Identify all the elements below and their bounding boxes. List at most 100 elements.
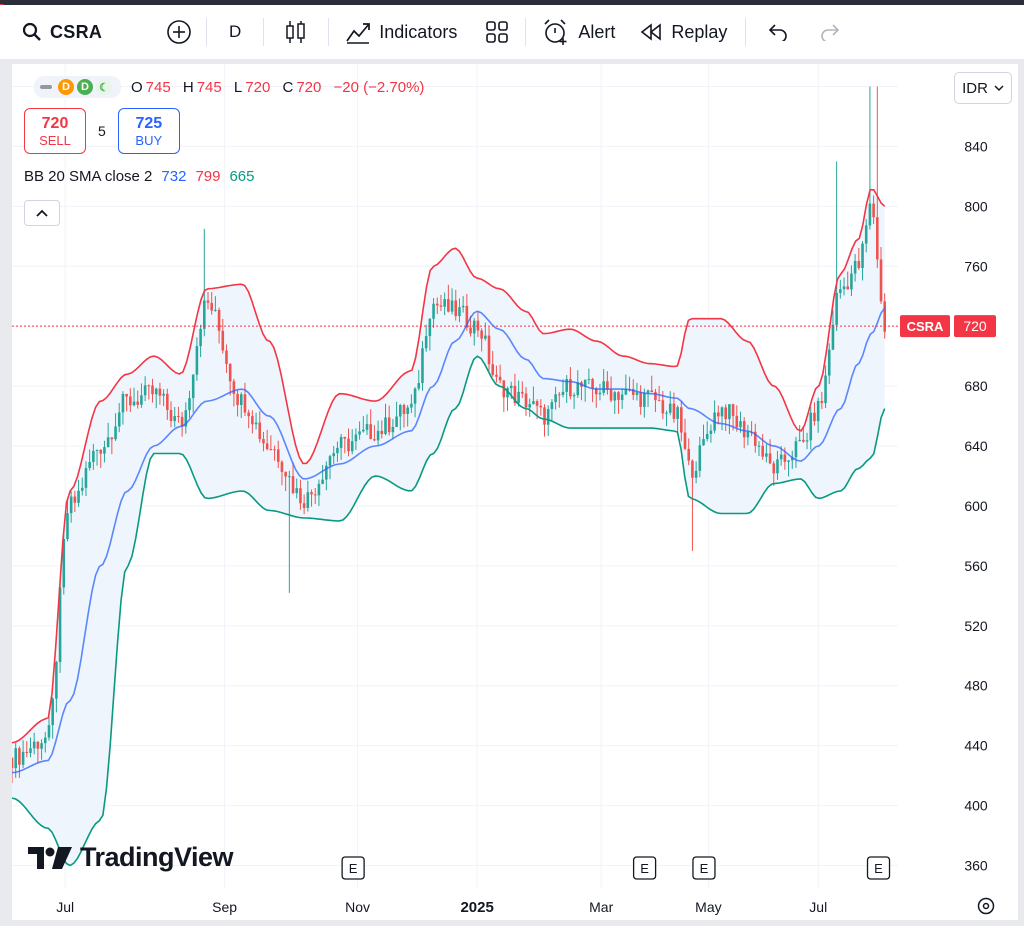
candle-body-up <box>288 476 291 478</box>
candle-body-down <box>661 400 665 414</box>
candle-body-down <box>206 300 210 303</box>
candle-body-down <box>513 385 517 404</box>
earnings-marker[interactable] <box>866 856 891 880</box>
delay-d-icon: D <box>58 79 74 95</box>
alert-button[interactable]: Alert <box>526 5 627 59</box>
candle-body-down <box>731 404 735 416</box>
candle-body-up <box>528 404 532 408</box>
candle-body-up <box>790 457 794 461</box>
tradingview-logo[interactable]: TradingView <box>28 842 234 873</box>
indicators-button[interactable]: Indicators <box>329 5 469 59</box>
grid-icon <box>486 21 509 43</box>
toolbar-separator <box>206 18 207 46</box>
candle-body-up <box>572 395 576 397</box>
candle-body-up <box>484 335 487 339</box>
candle-body-up <box>831 324 835 350</box>
candle-body-down <box>879 259 883 302</box>
bb-upper-value: 799 <box>195 168 221 185</box>
chart-pane[interactable]: 3604004404805205606006406807207608008408… <box>12 64 1018 920</box>
change-value: −20 (−2.70%) <box>333 78 425 96</box>
earnings-marker-label: E <box>349 861 358 876</box>
candle-body-up <box>84 468 88 488</box>
collapse-legend-button[interactable] <box>24 200 60 226</box>
candle-body-down <box>783 454 787 462</box>
price-chart[interactable]: 3604004404805205606006406807207608008408… <box>12 64 1018 920</box>
top-toolbar: CSRA D Indicators Alert Replay <box>0 5 1024 59</box>
candle-body-up <box>80 487 84 491</box>
candle-body-up <box>117 412 121 427</box>
time-axis-label: 2025 <box>460 899 493 916</box>
candle-body-down <box>476 320 480 331</box>
candle-body-up <box>613 392 617 401</box>
candle-body-down <box>883 301 887 332</box>
candles-icon <box>286 21 306 43</box>
candle-body-up <box>417 383 421 389</box>
bb-basis-value: 732 <box>161 168 187 185</box>
earnings-marker[interactable] <box>341 856 365 880</box>
sell-button[interactable]: 720 SELL <box>24 108 86 154</box>
candle-body-up <box>779 454 783 460</box>
earnings-marker[interactable] <box>632 856 657 880</box>
redo-button[interactable] <box>808 5 854 59</box>
bb-lower-line <box>12 355 886 867</box>
candle-body-down <box>158 388 162 396</box>
candle-body-up <box>643 392 646 407</box>
buy-button[interactable]: 725 BUY <box>117 108 180 154</box>
candle-body-up <box>358 431 361 435</box>
window-top-strip <box>0 0 1024 5</box>
candle-body-up <box>47 725 51 738</box>
candle-body-down <box>36 741 40 749</box>
candle-body-down <box>284 471 287 477</box>
candle-body-up <box>428 318 432 337</box>
earnings-marker[interactable] <box>692 856 716 880</box>
toolbar-separator <box>525 18 527 46</box>
candle-body-up <box>92 450 95 462</box>
candle-body-up <box>58 587 62 663</box>
earnings-marker-label: E <box>700 861 709 876</box>
candle-body-up <box>509 385 513 389</box>
candle-body-up <box>32 741 36 749</box>
compare-add-button[interactable] <box>152 5 206 59</box>
candle-body-down <box>291 476 295 494</box>
minus-icon <box>40 85 52 89</box>
candle-body-up <box>709 430 713 434</box>
price-axis-label: 520 <box>964 618 988 634</box>
candle-body-up <box>339 437 343 448</box>
market-status-pill[interactable]: D D ☾ <box>34 76 121 98</box>
candle-body-up <box>776 459 779 474</box>
currency-selector[interactable]: IDR <box>954 72 1012 104</box>
candle-body-up <box>391 426 395 433</box>
candle-body-up <box>861 243 864 268</box>
candle-body-down <box>18 748 21 765</box>
candle-body-up <box>202 300 206 329</box>
symbol-search-button[interactable]: CSRA <box>0 5 152 59</box>
candle-body-down <box>435 303 439 306</box>
candle-body-up <box>676 407 679 419</box>
undo-button[interactable] <box>746 5 808 59</box>
interval-button[interactable]: D <box>207 5 263 59</box>
candle-body-up <box>62 538 66 588</box>
replay-button[interactable]: Replay <box>627 5 745 59</box>
candle-body-up <box>550 402 554 410</box>
candle-body-down <box>857 260 861 268</box>
candle-body-down <box>73 496 77 503</box>
candle-body-up <box>835 292 838 325</box>
rewind-icon <box>641 23 662 41</box>
candle-body-up <box>809 412 813 441</box>
settings-gear-icon[interactable] <box>977 897 995 915</box>
price-axis-label: 760 <box>964 258 988 274</box>
chart-type-button[interactable] <box>264 5 328 59</box>
candle-body-up <box>598 392 602 395</box>
candle-body-up <box>816 400 820 422</box>
candle-body-down <box>269 449 273 451</box>
settings-gear-center <box>982 902 990 910</box>
candle-body-up <box>69 496 73 514</box>
candle-body-up <box>424 336 428 349</box>
candle-body-down <box>742 421 746 438</box>
templates-button[interactable] <box>469 5 525 59</box>
candle-body-down <box>672 403 676 419</box>
bb-legend[interactable]: BB 20 SMA close 2 732 799 665 <box>24 168 264 185</box>
chevron-up-icon <box>36 209 48 217</box>
candle-body-down <box>687 448 691 461</box>
candle-body-up <box>602 381 605 393</box>
